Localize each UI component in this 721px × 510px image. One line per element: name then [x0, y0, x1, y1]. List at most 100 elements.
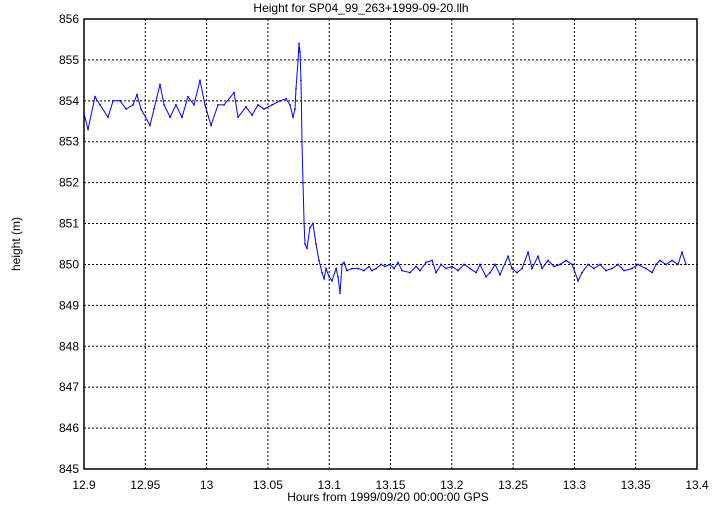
- data-point: [119, 99, 121, 102]
- data-point: [285, 97, 287, 100]
- data-point: [623, 269, 625, 272]
- data-point: [469, 267, 471, 270]
- y-tick-label: 846: [59, 421, 79, 435]
- data-point: [375, 267, 377, 270]
- data-point: [425, 261, 427, 264]
- data-point: [681, 251, 683, 254]
- data-point: [631, 267, 633, 270]
- data-point: [132, 104, 134, 106]
- data-point: [149, 124, 151, 127]
- data-point: [655, 263, 657, 266]
- data-point: [303, 222, 305, 225]
- data-point: [245, 106, 247, 108]
- data-point: [251, 114, 253, 117]
- data-point: [312, 222, 314, 225]
- data-point: [527, 251, 529, 254]
- data-point: [671, 259, 673, 262]
- data-point: [315, 243, 317, 245]
- data-point: [295, 87, 297, 90]
- data-point: [553, 265, 555, 268]
- data-point: [87, 128, 89, 131]
- data-point: [363, 269, 365, 272]
- data-point: [357, 267, 359, 270]
- x-tick-label: 13.05: [253, 478, 283, 492]
- data-point: [237, 116, 239, 119]
- data-point: [289, 104, 291, 106]
- data-point: [384, 265, 386, 268]
- data-point: [309, 226, 311, 229]
- data-point: [300, 79, 302, 82]
- data-point: [401, 269, 403, 272]
- data-point: [368, 265, 370, 268]
- data-point: [516, 271, 518, 274]
- x-tick-label: 12.9: [72, 478, 96, 492]
- data-point: [485, 275, 487, 278]
- data-point: [494, 263, 496, 266]
- x-tick-label: 13.4: [685, 478, 709, 492]
- y-tick-label: 853: [59, 135, 79, 149]
- data-point: [431, 259, 433, 262]
- data-point: [112, 99, 114, 102]
- y-tick-label: 848: [59, 339, 79, 353]
- data-point: [475, 271, 477, 274]
- data-point: [136, 93, 138, 96]
- data-point: [153, 108, 155, 110]
- data-point: [328, 275, 330, 278]
- data-point: [163, 104, 165, 106]
- data-point: [541, 267, 543, 270]
- data-point: [571, 263, 573, 266]
- data-point: [271, 104, 273, 106]
- data-point: [187, 95, 189, 98]
- data-point: [665, 263, 667, 266]
- x-tick-label: 13.15: [375, 478, 405, 492]
- data-point: [210, 124, 212, 127]
- data-point: [581, 271, 583, 274]
- chart-title: Height for SP04_99_263+1999-09-20.llh: [253, 1, 468, 15]
- data-point: [531, 267, 533, 270]
- data-point: [435, 271, 437, 274]
- data-point: [263, 108, 265, 110]
- data-point: [409, 271, 411, 274]
- data-point: [94, 95, 96, 98]
- data-point: [559, 263, 561, 266]
- series-line: [83, 43, 687, 294]
- data-point: [599, 263, 601, 266]
- data-point: [83, 112, 85, 114]
- data-point: [637, 263, 639, 266]
- data-point: [107, 116, 109, 119]
- data-point: [415, 265, 417, 268]
- data-point: [651, 271, 653, 274]
- y-tick-label: 845: [59, 462, 79, 476]
- data-point: [223, 104, 225, 106]
- data-point: [685, 263, 687, 266]
- data-point: [587, 263, 589, 266]
- y-tick-label: 847: [59, 380, 79, 394]
- data-point: [140, 108, 142, 110]
- data-point: [297, 59, 299, 61]
- data-point: [457, 269, 459, 272]
- data-point: [593, 267, 595, 270]
- y-tick-label: 856: [59, 12, 79, 26]
- data-point: [298, 42, 300, 45]
- data-point: [611, 267, 613, 270]
- data-point: [304, 243, 306, 245]
- data-point: [419, 269, 421, 272]
- data-point: [99, 104, 101, 106]
- data-point: [537, 255, 539, 258]
- data-point: [463, 263, 465, 266]
- data-point: [217, 104, 219, 106]
- data-point: [292, 116, 294, 119]
- x-tick-label: 13.1: [318, 478, 342, 492]
- data-point: [193, 104, 195, 106]
- data-point: [169, 116, 171, 119]
- data-point: [337, 275, 339, 278]
- data-point: [318, 259, 320, 262]
- data-point: [371, 269, 373, 272]
- data-point: [279, 99, 281, 102]
- data-point: [507, 255, 509, 258]
- x-tick-label: 12.95: [130, 478, 160, 492]
- data-point: [389, 263, 391, 266]
- series-height: [83, 42, 687, 294]
- y-tick-label: 850: [59, 257, 79, 271]
